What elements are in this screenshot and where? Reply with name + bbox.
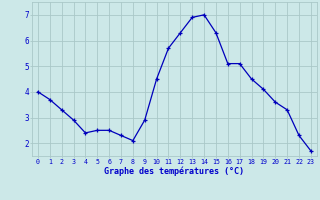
X-axis label: Graphe des températures (°C): Graphe des températures (°C) (104, 166, 244, 176)
